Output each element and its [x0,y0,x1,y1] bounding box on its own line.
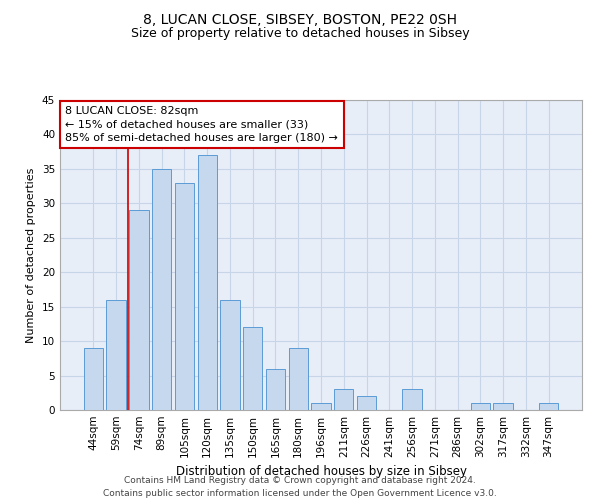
Bar [220,300,239,410]
Bar [243,328,262,410]
Bar [197,155,217,410]
Text: Size of property relative to detached houses in Sibsey: Size of property relative to detached ho… [131,28,469,40]
Bar [470,403,490,410]
Bar [311,403,331,410]
Bar [175,182,194,410]
Bar [84,348,103,410]
Bar [289,348,308,410]
Bar [129,210,149,410]
Bar [357,396,376,410]
X-axis label: Distribution of detached houses by size in Sibsey: Distribution of detached houses by size … [176,466,467,478]
Bar [539,403,558,410]
Bar [266,368,285,410]
Text: 8 LUCAN CLOSE: 82sqm
← 15% of detached houses are smaller (33)
85% of semi-detac: 8 LUCAN CLOSE: 82sqm ← 15% of detached h… [65,106,338,142]
Bar [493,403,513,410]
Bar [106,300,126,410]
Bar [152,169,172,410]
Text: 8, LUCAN CLOSE, SIBSEY, BOSTON, PE22 0SH: 8, LUCAN CLOSE, SIBSEY, BOSTON, PE22 0SH [143,12,457,26]
Bar [403,390,422,410]
Y-axis label: Number of detached properties: Number of detached properties [26,168,37,342]
Text: Contains HM Land Registry data © Crown copyright and database right 2024.
Contai: Contains HM Land Registry data © Crown c… [103,476,497,498]
Bar [334,390,353,410]
